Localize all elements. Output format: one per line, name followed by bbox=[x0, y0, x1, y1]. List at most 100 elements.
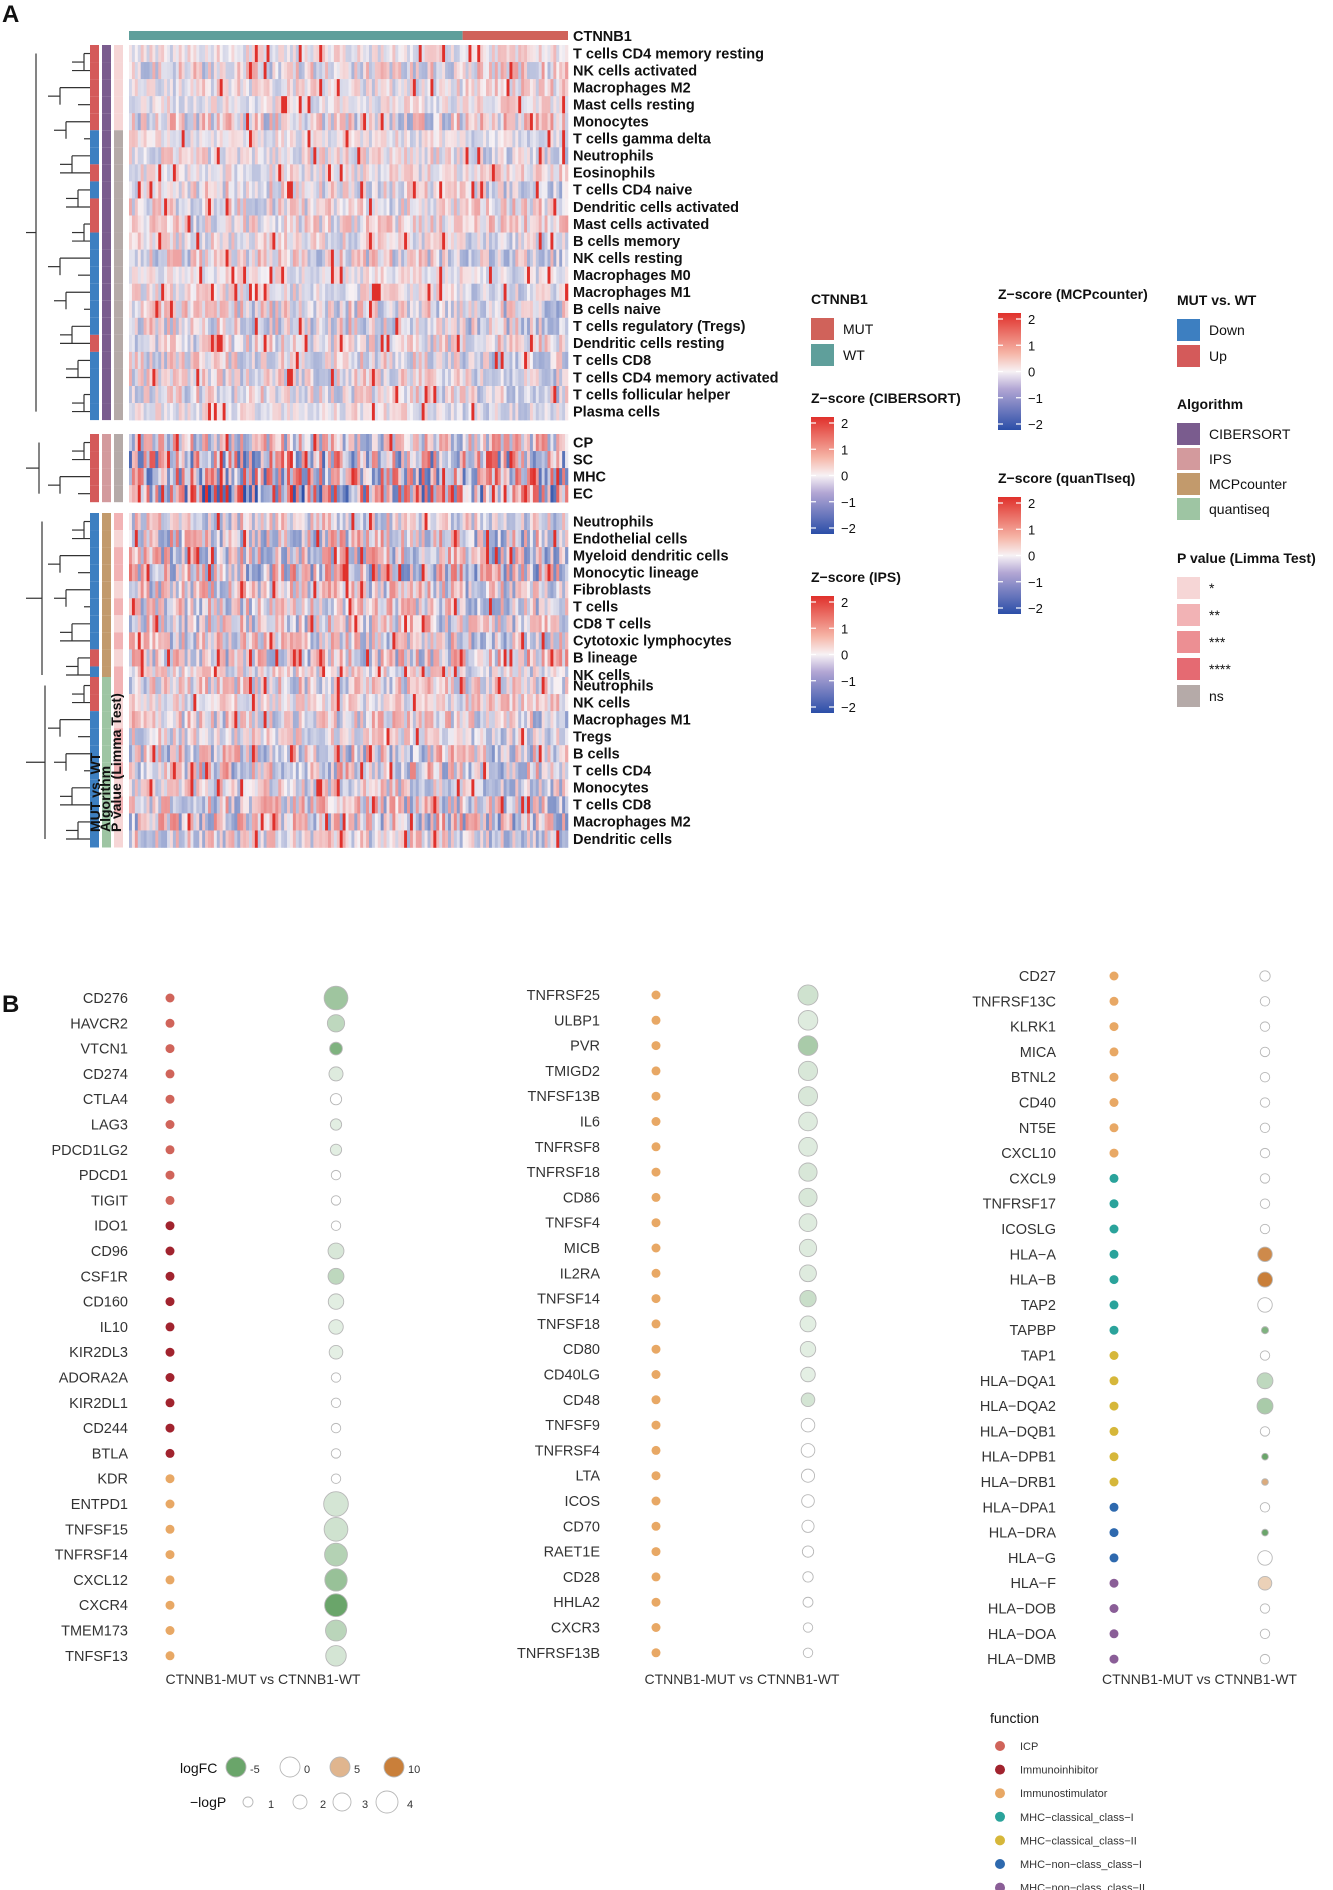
heatmap-cell bbox=[407, 581, 411, 599]
heatmap-cell bbox=[140, 130, 144, 148]
heatmap-cell bbox=[134, 266, 139, 284]
heatmap-cell bbox=[208, 434, 212, 452]
heatmap-cell bbox=[278, 368, 282, 387]
heatmap-cell bbox=[175, 130, 180, 148]
heatmap-cell bbox=[550, 96, 554, 114]
heatmap-cell bbox=[407, 317, 411, 336]
heatmap-cell bbox=[412, 283, 417, 302]
heatmap-cell bbox=[143, 249, 147, 267]
heatmap-cell bbox=[310, 351, 314, 370]
heatmap-cell bbox=[143, 215, 147, 233]
heatmap-cell bbox=[368, 266, 373, 284]
heatmap-cell bbox=[354, 547, 358, 565]
heatmap-cell bbox=[225, 564, 229, 582]
heatmap-cell bbox=[251, 198, 256, 216]
heatmap-cell bbox=[272, 547, 276, 565]
heatmap-cell bbox=[278, 79, 282, 97]
heatmap-cell bbox=[377, 317, 381, 336]
heatmap-cell bbox=[187, 368, 191, 387]
heatmap-cell bbox=[278, 164, 282, 182]
heatmap-cell bbox=[462, 386, 466, 404]
heatmap-cell bbox=[231, 215, 235, 233]
heatmap-cell bbox=[559, 249, 563, 267]
heatmap-cell bbox=[328, 547, 332, 565]
heatmap-cell bbox=[169, 317, 174, 336]
heatmap-cell bbox=[503, 45, 507, 63]
heatmap-cell bbox=[380, 581, 384, 599]
heatmap-cell bbox=[436, 96, 440, 114]
heatmap-cell bbox=[234, 113, 238, 131]
heatmap-cell bbox=[298, 300, 302, 319]
heatmap-cell bbox=[518, 300, 522, 319]
heatmap-cell bbox=[263, 351, 267, 370]
heatmap-cell bbox=[500, 317, 504, 336]
heatmap-cell bbox=[254, 351, 259, 370]
heatmap-cell bbox=[407, 45, 411, 63]
heatmap-cell bbox=[439, 96, 443, 114]
heatmap-cell bbox=[506, 283, 510, 302]
heatmap-cell bbox=[292, 434, 297, 452]
heatmap-cell bbox=[424, 334, 428, 353]
heatmap-cell bbox=[237, 215, 241, 233]
row-label: Myeloid dendritic cells bbox=[573, 548, 729, 564]
heatmap-cell bbox=[281, 351, 285, 370]
heatmap-cell bbox=[433, 317, 437, 336]
heatmap-cell bbox=[383, 368, 387, 387]
heatmap-cell bbox=[342, 530, 346, 548]
heatmap-cell bbox=[541, 317, 545, 336]
heatmap-cell bbox=[336, 468, 341, 486]
heatmap-cell bbox=[202, 249, 206, 267]
heatmap-cell bbox=[208, 485, 212, 503]
heatmap-cell bbox=[488, 368, 493, 387]
heatmap-cell bbox=[272, 513, 276, 531]
heatmap-cell bbox=[553, 147, 557, 165]
heatmap-cell bbox=[550, 181, 554, 199]
heatmap-cell bbox=[503, 266, 507, 284]
heatmap-cell bbox=[544, 451, 548, 469]
heatmap-cell bbox=[181, 45, 185, 63]
heatmap-cell bbox=[503, 198, 507, 216]
heatmap-cell bbox=[348, 547, 352, 565]
heatmap-cell bbox=[222, 530, 226, 548]
heatmap-cell bbox=[319, 317, 323, 336]
heatmap-cell bbox=[398, 283, 402, 302]
heatmap-cell bbox=[351, 45, 355, 63]
heatmap-cell bbox=[205, 434, 209, 452]
heatmap-cell bbox=[506, 485, 510, 503]
heatmap-cell bbox=[167, 300, 171, 319]
heatmap-cell bbox=[199, 434, 203, 452]
heatmap-cell bbox=[480, 164, 484, 182]
heatmap-cell bbox=[225, 386, 229, 404]
heatmap-cell bbox=[263, 386, 267, 404]
heatmap-cell bbox=[193, 198, 197, 216]
heatmap-cell bbox=[134, 530, 139, 548]
heatmap-cell bbox=[389, 79, 393, 97]
heatmap-cell bbox=[442, 451, 446, 469]
heatmap-cell bbox=[131, 79, 136, 97]
heatmap-cell bbox=[339, 198, 343, 216]
heatmap-cell bbox=[448, 147, 452, 165]
heatmap-cell bbox=[208, 130, 212, 148]
heatmap-cell bbox=[146, 581, 150, 599]
heatmap-cell bbox=[254, 147, 259, 165]
heatmap-cell bbox=[436, 434, 440, 452]
heatmap-cell bbox=[366, 130, 370, 148]
heatmap-cell bbox=[436, 198, 440, 216]
heatmap-cell bbox=[512, 368, 516, 387]
heatmap-cell bbox=[330, 564, 335, 582]
heatmap-cell bbox=[535, 215, 540, 233]
heatmap-cell bbox=[506, 334, 510, 353]
heatmap-cell bbox=[251, 581, 256, 599]
heatmap-cell bbox=[342, 147, 346, 165]
heatmap-cell bbox=[541, 232, 545, 250]
heatmap-cell bbox=[137, 386, 142, 404]
heatmap-cell bbox=[161, 147, 165, 165]
heatmap-cell bbox=[541, 547, 545, 565]
heatmap-cell bbox=[532, 451, 537, 469]
heatmap-cell bbox=[453, 317, 458, 336]
heatmap-cell bbox=[465, 283, 469, 302]
heatmap-cell bbox=[129, 547, 133, 565]
heatmap-cell bbox=[409, 598, 414, 616]
heatmap-cell bbox=[468, 581, 472, 599]
heatmap-cell bbox=[480, 147, 484, 165]
